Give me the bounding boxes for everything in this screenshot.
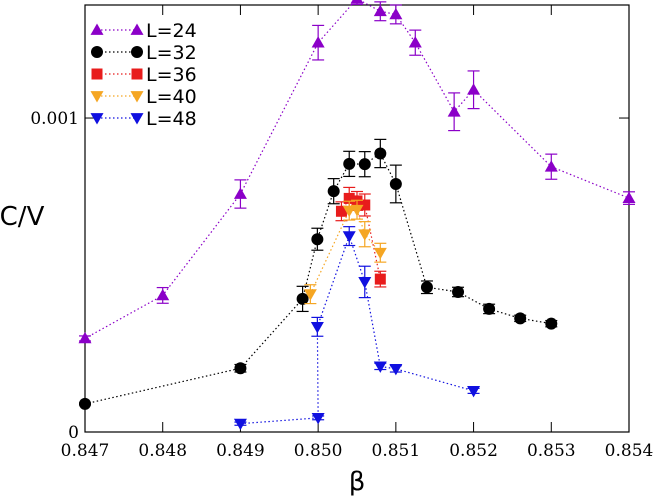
data-point (622, 191, 636, 203)
data-point (234, 362, 247, 375)
data-point (342, 205, 356, 218)
legend: L=24L=32L=36L=40L=48 (90, 20, 197, 130)
data-point (233, 418, 247, 431)
data-point (335, 205, 347, 217)
data-point (358, 158, 371, 171)
legend-marker (91, 46, 103, 58)
data-point (327, 185, 340, 198)
data-point (374, 147, 387, 160)
x-tick-label: 0.848 (138, 441, 187, 461)
legend-marker (130, 23, 144, 35)
data-point (358, 229, 372, 241)
data-point (311, 233, 324, 246)
x-tick-label: 0.852 (449, 441, 498, 461)
x-tick-label: 0.854 (605, 441, 654, 461)
data-point (483, 302, 496, 315)
x-tick-label: 0.850 (294, 441, 343, 461)
y-tick-label: 0.001 (30, 109, 79, 129)
series-l-24 (78, 0, 636, 344)
series-line (84, 152, 552, 405)
data-point (389, 7, 403, 20)
data-point (296, 292, 309, 305)
data-point (343, 192, 355, 204)
series-line (240, 234, 474, 425)
data-point (311, 412, 325, 425)
data-point (420, 281, 433, 294)
x-tick-label: 0.851 (372, 441, 421, 461)
data-point (373, 361, 387, 373)
data-point (233, 187, 247, 199)
series-l-48 (233, 226, 481, 431)
data-point (545, 317, 558, 330)
data-point (408, 36, 422, 48)
data-point (373, 4, 387, 17)
data-point (350, 204, 364, 217)
data-point (78, 331, 92, 344)
x-tick-label: 0.847 (61, 441, 110, 461)
data-point (467, 385, 481, 398)
data-point (467, 83, 481, 95)
data-point (389, 364, 403, 376)
x-tick-label: 0.849 (216, 441, 265, 461)
x-tick-label: 0.853 (527, 441, 576, 461)
data-point (374, 273, 386, 285)
axis-ticks: 0.847 0.848 0.849 0.850 0.851 0.852 0.853 0.854… (30, 5, 653, 461)
legend-marker (130, 91, 144, 103)
plot-frame (84, 4, 630, 433)
data-point (310, 321, 324, 334)
data-point (350, 0, 364, 4)
data-point (447, 105, 461, 117)
data-point (358, 277, 372, 289)
y-axis-label: C/V (0, 202, 45, 232)
series-l-36 (335, 186, 387, 288)
legend-label: L=32 (146, 42, 197, 64)
series-line (84, 0, 630, 339)
series-layer (78, 0, 636, 431)
legend-marker (131, 68, 143, 80)
data-point (452, 285, 465, 298)
legend-marker (130, 113, 144, 125)
series-line (309, 209, 381, 295)
data-point (343, 157, 356, 170)
legend-label: L=24 (146, 20, 197, 42)
series-l-40 (303, 199, 387, 305)
legend-marker (90, 91, 104, 103)
legend-marker (131, 46, 143, 58)
legend-marker (90, 23, 104, 35)
data-point (544, 160, 558, 172)
series-l-32 (79, 138, 558, 410)
data-point (303, 289, 317, 301)
legend-marker (90, 113, 104, 125)
x-axis-label: β (349, 467, 366, 497)
legend-label: L=40 (146, 86, 197, 108)
data-point (373, 247, 387, 260)
data-point (342, 231, 356, 243)
data-point (79, 397, 91, 410)
legend-label: L=36 (146, 64, 197, 86)
data-point (156, 288, 170, 301)
legend-marker (91, 68, 103, 80)
legend-label: L=48 (146, 108, 197, 130)
y-tick-label: 0 (68, 423, 79, 443)
data-point (514, 312, 527, 325)
data-point (389, 177, 402, 190)
data-point (359, 199, 371, 211)
data-point (311, 36, 325, 48)
